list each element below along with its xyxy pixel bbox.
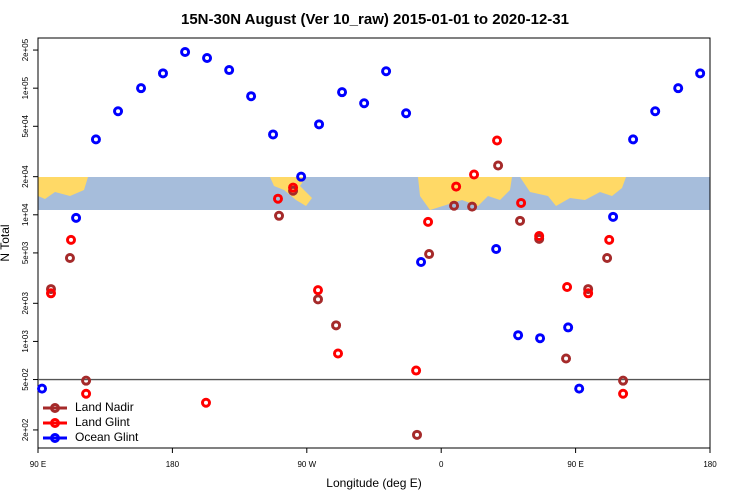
- point: [45, 288, 56, 299]
- y-tick-label: 1e+05: [21, 76, 30, 99]
- legend-label: Land Glint: [75, 415, 130, 429]
- point: [469, 169, 480, 180]
- x-tick-label: 90 E: [567, 460, 583, 469]
- point: [424, 249, 435, 260]
- y-axis-label: N Total: [0, 224, 12, 261]
- point: [313, 294, 323, 305]
- map-strip: [38, 177, 710, 210]
- x-tick-label: 90 E: [30, 460, 46, 469]
- y-tick-label: 5e+04: [21, 115, 30, 138]
- plot-frame: [37, 37, 711, 449]
- point: [513, 330, 524, 341]
- map-land: [38, 177, 88, 199]
- point: [650, 106, 661, 117]
- point: [45, 284, 56, 295]
- y-tick-label: 2e+03: [21, 292, 30, 315]
- point: [695, 68, 706, 79]
- x-tick-label: 180: [166, 460, 180, 469]
- point: [401, 108, 412, 119]
- point: [516, 197, 527, 208]
- point: [467, 201, 478, 212]
- x-tick-label: 90 W: [297, 460, 316, 469]
- point: [224, 65, 235, 76]
- point: [491, 243, 502, 254]
- point: [272, 193, 283, 204]
- x-axis-label: Longitude (deg E): [326, 476, 421, 490]
- chart-title: 15N-30N August (Ver 10_raw) 2015-01-01 t…: [181, 11, 569, 28]
- point: [246, 91, 257, 102]
- point: [274, 210, 285, 221]
- point: [563, 322, 574, 333]
- point: [81, 388, 92, 399]
- point: [66, 234, 77, 245]
- point: [561, 353, 572, 364]
- point: [449, 200, 460, 211]
- point: [673, 83, 684, 94]
- y-tick-label: 5e+03: [21, 241, 30, 264]
- legend-label: Land Nadir: [75, 400, 134, 414]
- point: [618, 375, 629, 386]
- x-tick-label: 180: [703, 460, 717, 469]
- map-land: [520, 177, 626, 206]
- point: [493, 160, 504, 171]
- point: [157, 68, 168, 79]
- legend-label: Ocean Glint: [75, 430, 139, 444]
- point: [515, 215, 526, 226]
- point: [314, 119, 325, 130]
- point: [608, 211, 619, 222]
- point: [583, 284, 594, 295]
- point: [136, 83, 147, 94]
- y-tick-label: 1e+03: [21, 330, 30, 353]
- y-tick-label: 2e+02: [21, 418, 30, 441]
- y-tick-label: 2e+04: [21, 165, 30, 188]
- y-tick-label: 5e+02: [21, 368, 30, 391]
- point: [562, 282, 573, 293]
- legend-marker: [50, 403, 60, 413]
- legend-marker: [50, 433, 60, 443]
- point: [331, 320, 342, 331]
- point: [492, 135, 503, 146]
- point: [628, 134, 639, 145]
- point: [618, 388, 629, 399]
- point: [333, 348, 344, 359]
- point: [90, 134, 101, 145]
- point: [81, 375, 92, 386]
- point: [296, 171, 307, 182]
- point: [451, 181, 462, 192]
- point: [64, 252, 75, 263]
- point: [574, 383, 585, 394]
- point: [202, 53, 213, 64]
- point: [604, 234, 615, 245]
- point: [535, 333, 546, 344]
- point: [583, 288, 594, 299]
- point: [411, 365, 422, 376]
- point: [602, 252, 613, 263]
- point: [359, 98, 370, 109]
- point: [423, 216, 434, 227]
- x-tick-label: 0: [439, 460, 444, 469]
- y-tick-label: 1e+04: [21, 203, 30, 226]
- point: [337, 87, 348, 98]
- legend-marker: [50, 418, 60, 428]
- map-land: [418, 177, 512, 210]
- y-tick-label: 2e+05: [21, 38, 30, 61]
- point: [71, 212, 82, 223]
- point: [180, 47, 191, 58]
- point: [313, 285, 323, 296]
- point: [412, 429, 423, 440]
- point: [201, 397, 211, 408]
- point: [268, 129, 279, 140]
- point: [113, 106, 124, 117]
- point: [288, 182, 299, 193]
- point: [534, 231, 545, 242]
- point: [381, 66, 392, 77]
- point: [416, 256, 427, 267]
- point: [37, 383, 48, 394]
